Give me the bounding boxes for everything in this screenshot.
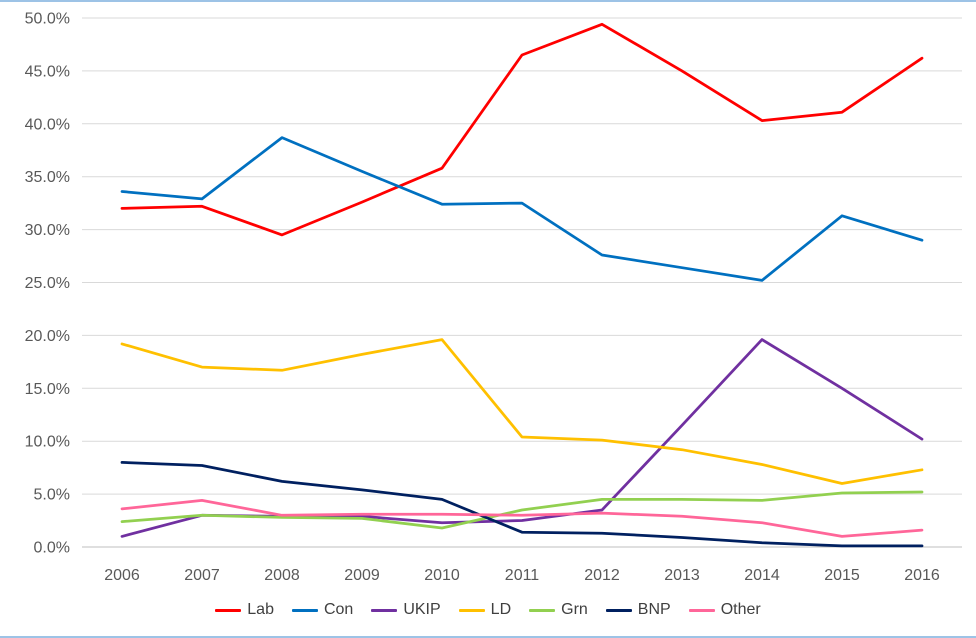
legend-swatch-ld	[458, 608, 485, 612]
x-axis-tick-label: 2010	[424, 567, 460, 584]
series-line-con	[120, 136, 924, 282]
legend-item-bnp: BNP	[605, 601, 671, 618]
y-axis-tick-label: 15.0%	[25, 381, 70, 398]
x-axis-tick-label: 2009	[344, 567, 380, 584]
x-axis-tick-label: 2006	[104, 567, 140, 584]
legend-item-other: Other	[688, 601, 761, 618]
y-axis-tick-label: 40.0%	[25, 116, 70, 133]
legend-item-grn: Grn	[529, 602, 588, 618]
chart-legend: Lab Con UKIP LD Grn BNP Other	[0, 602, 976, 618]
legend-swatch-ukip	[371, 608, 398, 612]
series-line-lab	[120, 22, 924, 237]
y-axis-tick-label: 45.0%	[25, 63, 70, 80]
x-axis-tick-label: 2008	[264, 567, 300, 584]
series-line-grn	[120, 490, 924, 530]
x-axis-tick-label: 2014	[744, 567, 780, 584]
legend-item-ukip: UKIP	[371, 601, 441, 618]
x-axis-tick-label: 2016	[904, 567, 940, 584]
y-axis-tick-label: 30.0%	[25, 222, 70, 239]
legend-label-other: Other	[720, 601, 761, 618]
x-axis-tick-label: 2012	[584, 567, 620, 584]
x-axis-tick-label: 2007	[184, 567, 220, 584]
legend-label-lab: Lab	[247, 601, 274, 618]
legend-label-ukip: UKIP	[403, 601, 441, 618]
y-axis-tick-label: 0.0%	[34, 540, 70, 557]
x-axis-tick-label: 2013	[664, 567, 700, 584]
legend-swatch-grn	[529, 608, 556, 612]
y-axis-tick-label: 5.0%	[34, 487, 70, 504]
y-axis-tick-label: 35.0%	[25, 169, 70, 186]
legend-label-bnp: BNP	[637, 601, 671, 618]
legend-swatch-bnp	[605, 608, 632, 612]
series-line-other	[120, 499, 924, 538]
legend-item-ld: LD	[458, 601, 512, 618]
series-line-bnp	[120, 461, 924, 548]
legend-label-grn: Grn	[561, 601, 588, 618]
series-line-ld	[120, 338, 924, 485]
y-axis-tick-label: 10.0%	[25, 434, 70, 451]
y-axis-tick-label: 25.0%	[25, 275, 70, 292]
legend-swatch-con	[291, 608, 318, 612]
legend-item-lab: Lab	[215, 602, 274, 618]
legend-swatch-lab	[215, 608, 242, 612]
y-axis-tick-label: 20.0%	[25, 328, 70, 345]
legend-label-con: Con	[323, 601, 354, 618]
x-axis-tick-label: 2015	[824, 567, 860, 584]
legend-label-ld: LD	[490, 601, 512, 618]
legend-swatch-other	[688, 608, 715, 612]
y-axis-tick-label: 50.0%	[25, 11, 70, 28]
legend-item-con: Con	[291, 601, 354, 618]
x-axis-tick-label: 2011	[505, 567, 540, 584]
